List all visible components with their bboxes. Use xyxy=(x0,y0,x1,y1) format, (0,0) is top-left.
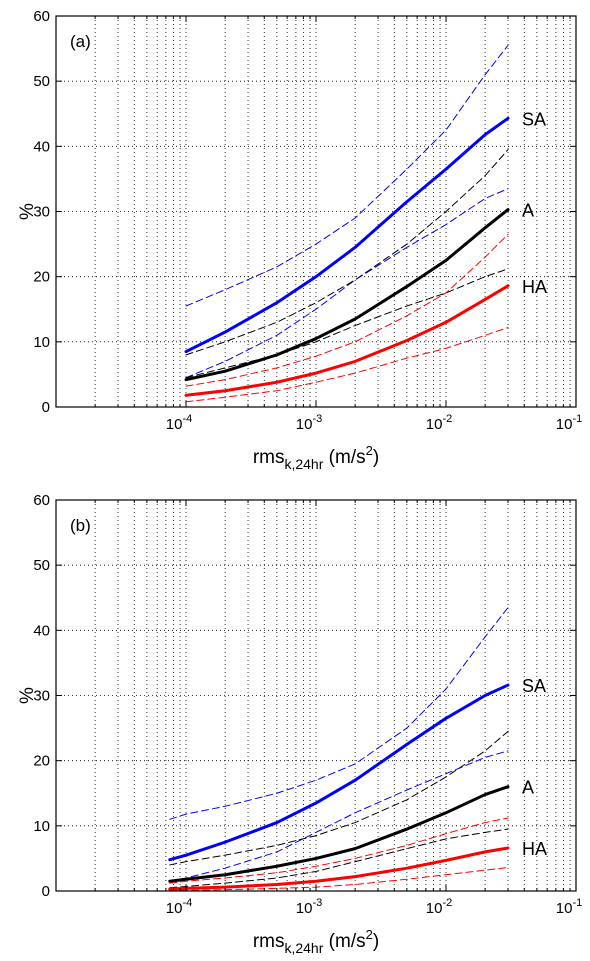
x-tick-exponent: -2 xyxy=(442,413,452,425)
series-label-ha: HA xyxy=(522,277,547,297)
y-tick-label: 20 xyxy=(33,269,50,286)
dashed-bound-line xyxy=(185,149,509,356)
x-axis-title-base: rms xyxy=(253,447,285,468)
dashed-bound-line xyxy=(185,268,509,379)
dashed-bound-line xyxy=(185,327,509,403)
x-tick-label: 10-2 xyxy=(426,413,452,433)
x-tick-base: 10 xyxy=(426,900,443,917)
dashed-bound-line xyxy=(185,233,509,387)
dashed-bound-line xyxy=(169,607,509,820)
y-axis-title: % xyxy=(17,687,38,704)
x-tick-exponent: -1 xyxy=(572,413,582,425)
x-tick-label: 10-1 xyxy=(556,897,582,917)
y-tick-label: 60 xyxy=(33,8,50,25)
x-tick-label: 10-4 xyxy=(166,897,192,917)
dashed-bound-line xyxy=(169,730,509,866)
y-tick-label: 0 xyxy=(42,399,50,416)
x-axis-title-unit: (m/s xyxy=(323,931,365,952)
x-tick-label: 10-1 xyxy=(556,413,582,433)
x-tick-exponent: -3 xyxy=(312,413,322,425)
x-axis-title-unit-close: ) xyxy=(373,931,379,952)
x-tick-exponent: -4 xyxy=(182,413,192,425)
series-label-ha: HA xyxy=(522,839,547,859)
y-tick-label: 50 xyxy=(33,557,50,574)
series-line-ha xyxy=(184,284,510,397)
dashed-bound-line xyxy=(169,828,509,889)
x-tick-base: 10 xyxy=(296,416,313,433)
series-label-a: A xyxy=(522,201,534,221)
panel-label: (b) xyxy=(70,516,91,535)
y-tick-label: 0 xyxy=(42,883,50,900)
x-axis-title-unit-close: ) xyxy=(373,447,379,468)
series-label-a: A xyxy=(522,778,534,798)
y-tick-label: 20 xyxy=(33,753,50,770)
x-tick-label: 10-3 xyxy=(296,413,322,433)
x-tick-base: 10 xyxy=(556,900,573,917)
x-axis-title-unit: (m/s xyxy=(323,447,365,468)
x-tick-base: 10 xyxy=(166,416,183,433)
x-tick-base: 10 xyxy=(296,900,313,917)
dashed-bound-line xyxy=(169,867,509,891)
x-tick-label: 10-2 xyxy=(426,897,452,917)
dashed-bound-line xyxy=(185,44,509,307)
y-tick-label: 30 xyxy=(33,204,50,221)
x-tick-label: 10-4 xyxy=(166,413,192,433)
panel-label: (a) xyxy=(70,32,91,51)
series-line-a xyxy=(168,785,510,883)
x-tick-label: 10-3 xyxy=(296,897,322,917)
series-line-sa xyxy=(184,116,510,354)
x-axis-title-unit-exponent: 2 xyxy=(366,927,373,942)
x-tick-exponent: -4 xyxy=(182,897,192,909)
y-axis-title: % xyxy=(17,203,38,220)
x-axis-title: rmsk,24hr (m/s2) xyxy=(253,443,379,472)
x-axis-title-unit-exponent: 2 xyxy=(366,443,373,458)
x-tick-base: 10 xyxy=(556,416,573,433)
y-tick-label: 10 xyxy=(33,334,50,351)
series-label-sa: SA xyxy=(522,109,546,129)
series-line-ha xyxy=(168,846,510,891)
x-axis-title-subscript: k,24hr xyxy=(284,456,323,472)
dashed-bound-line xyxy=(169,750,509,882)
x-tick-exponent: -3 xyxy=(312,897,322,909)
x-tick-exponent: -2 xyxy=(442,897,452,909)
x-tick-exponent: -1 xyxy=(572,897,582,909)
series-line-a xyxy=(184,208,510,382)
x-tick-base: 10 xyxy=(426,416,443,433)
x-tick-base: 10 xyxy=(166,900,183,917)
series-label-sa: SA xyxy=(522,676,546,696)
x-axis-title-subscript: k,24hr xyxy=(284,940,323,956)
dashed-bound-line xyxy=(185,188,509,379)
y-tick-label: 40 xyxy=(33,138,50,155)
x-axis-title: rmsk,24hr (m/s2) xyxy=(253,927,379,956)
y-tick-label: 30 xyxy=(33,688,50,705)
dashed-bound-line xyxy=(169,817,509,884)
y-tick-label: 40 xyxy=(33,622,50,639)
y-tick-label: 50 xyxy=(33,73,50,90)
x-axis-title-base: rms xyxy=(253,931,285,952)
y-tick-label: 60 xyxy=(33,492,50,509)
series-line-sa xyxy=(168,683,510,862)
y-tick-label: 10 xyxy=(33,818,50,835)
